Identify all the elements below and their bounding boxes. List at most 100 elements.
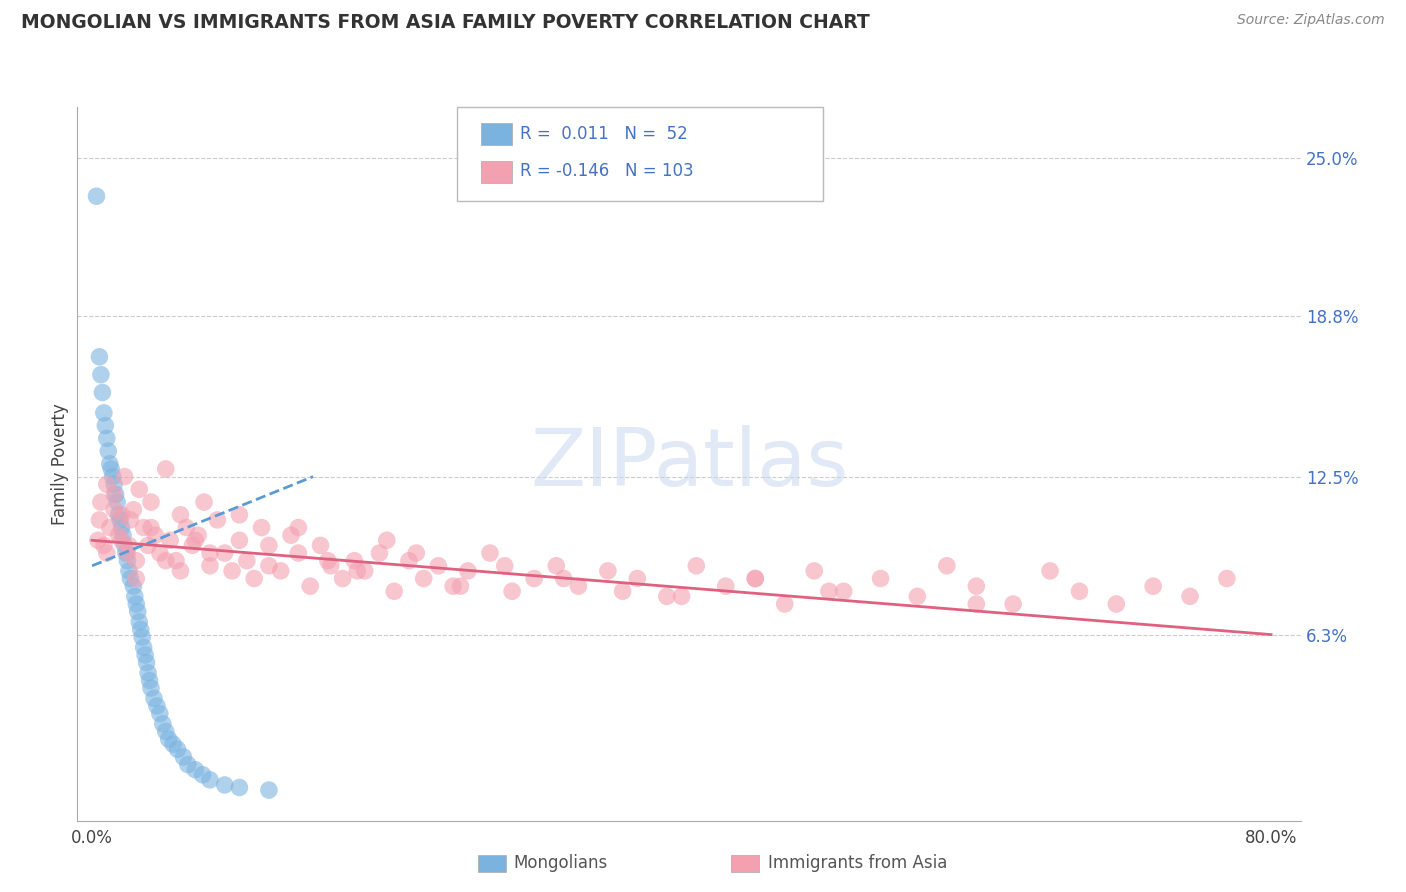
Point <box>818 584 841 599</box>
Point <box>257 783 280 797</box>
Point <box>567 579 589 593</box>
Point <box>103 487 125 501</box>
Point <box>149 546 172 560</box>
Point <box>685 558 707 573</box>
Point <box>1002 597 1025 611</box>
Point <box>1069 584 1091 599</box>
Text: Mongolians: Mongolians <box>513 855 607 872</box>
Point <box>108 513 131 527</box>
Point <box>122 502 145 516</box>
Point <box>105 495 128 509</box>
Point <box>155 724 177 739</box>
Point <box>86 189 108 203</box>
Point <box>368 546 391 560</box>
Point <box>132 520 155 534</box>
Point <box>101 469 124 483</box>
Point <box>243 572 266 586</box>
Point <box>149 706 172 721</box>
Point <box>198 558 221 573</box>
Point <box>91 385 114 400</box>
Point <box>139 520 162 534</box>
Point <box>236 554 259 568</box>
Point <box>128 615 150 629</box>
Point <box>441 579 464 593</box>
Point <box>193 495 215 509</box>
Point <box>191 768 214 782</box>
Point <box>965 579 987 593</box>
Point <box>257 558 280 573</box>
Point <box>135 656 157 670</box>
Point <box>382 584 405 599</box>
Point <box>671 590 693 604</box>
Point <box>228 780 250 795</box>
Point <box>155 462 177 476</box>
Point <box>100 462 122 476</box>
Point <box>214 546 236 560</box>
Point <box>114 469 136 483</box>
Point <box>90 368 112 382</box>
Point <box>869 572 891 586</box>
Point <box>114 538 136 552</box>
Point <box>501 584 523 599</box>
Point <box>115 546 138 560</box>
Point <box>626 572 648 586</box>
Point <box>152 716 174 731</box>
Text: R = -0.146   N = 103: R = -0.146 N = 103 <box>520 162 693 180</box>
Point <box>162 737 184 751</box>
Point <box>157 732 180 747</box>
Point <box>143 691 166 706</box>
Point <box>319 558 342 573</box>
Point <box>198 546 221 560</box>
Point <box>412 572 434 586</box>
Point <box>346 564 368 578</box>
Point <box>744 572 766 586</box>
Point <box>553 572 575 586</box>
Point <box>181 538 204 552</box>
Point <box>93 538 115 552</box>
Point <box>118 538 141 552</box>
Point <box>155 554 177 568</box>
Text: Source: ZipAtlas.com: Source: ZipAtlas.com <box>1237 13 1385 28</box>
Point <box>103 502 125 516</box>
Point <box>375 533 398 548</box>
Point <box>905 590 928 604</box>
Point <box>1216 572 1239 586</box>
Point <box>523 572 546 586</box>
Point <box>124 590 146 604</box>
Point <box>98 520 121 534</box>
Point <box>118 564 141 578</box>
Point <box>139 681 162 695</box>
Point <box>125 597 148 611</box>
Point <box>343 554 366 568</box>
Point <box>128 483 150 497</box>
Point <box>136 665 159 680</box>
Point <box>89 350 111 364</box>
Point <box>103 477 125 491</box>
Point <box>146 698 169 713</box>
Point <box>612 584 634 599</box>
Point <box>398 554 420 568</box>
Point <box>136 538 159 552</box>
Point <box>172 750 194 764</box>
Point <box>332 572 354 586</box>
Point <box>125 572 148 586</box>
Point <box>773 597 796 611</box>
Point <box>125 554 148 568</box>
Point <box>169 508 191 522</box>
Text: MONGOLIAN VS IMMIGRANTS FROM ASIA FAMILY POVERTY CORRELATION CHART: MONGOLIAN VS IMMIGRANTS FROM ASIA FAMILY… <box>21 13 870 32</box>
Point <box>120 572 142 586</box>
Point <box>257 538 280 552</box>
Point <box>127 605 149 619</box>
Point <box>89 513 111 527</box>
Point <box>287 520 309 534</box>
Point <box>176 520 198 534</box>
Point <box>287 546 309 560</box>
Point <box>655 590 678 604</box>
Point <box>184 533 207 548</box>
Point <box>104 487 127 501</box>
Point <box>166 742 188 756</box>
Point <box>803 564 825 578</box>
Point <box>107 528 129 542</box>
Point <box>280 528 302 542</box>
Text: Immigrants from Asia: Immigrants from Asia <box>768 855 948 872</box>
